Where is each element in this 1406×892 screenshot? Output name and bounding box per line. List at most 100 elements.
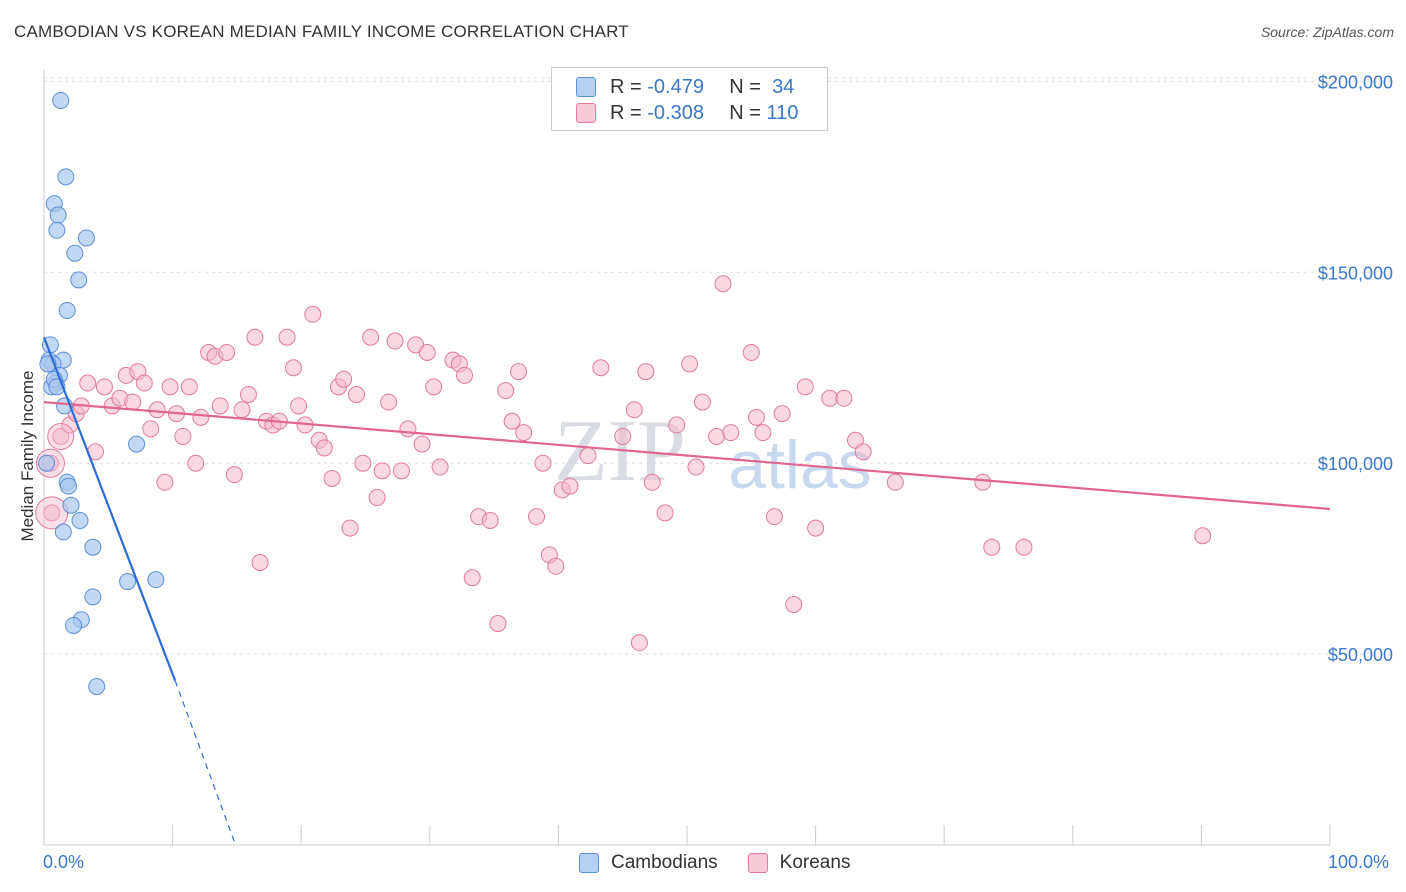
series-legend: Cambodians Koreans [579, 852, 880, 874]
korean-point [503, 412, 521, 430]
korean-point [148, 401, 166, 419]
korean-point [489, 615, 507, 633]
korean-point [399, 420, 417, 438]
chart-title: CAMBODIAN VS KOREAN MEDIAN FAMILY INCOME… [14, 22, 629, 41]
korean-swatch [576, 103, 596, 123]
legend-n-value: 110 [766, 101, 799, 124]
korean-point [278, 328, 296, 346]
korean-point [708, 427, 726, 445]
korean-point [747, 408, 765, 426]
korean-point [1194, 527, 1212, 545]
korean-point [347, 385, 365, 403]
y-tick-label: $200,000 [1318, 72, 1393, 92]
source-label: Source: ZipAtlas.com [1260, 24, 1394, 40]
korean-swatch [747, 853, 768, 873]
cambodian-swatch [579, 853, 599, 873]
korean-point [983, 538, 1001, 556]
korean-point [481, 511, 499, 529]
legend-r-value: -0.308 [647, 101, 704, 124]
korean-point [79, 374, 97, 392]
korean-point [161, 378, 179, 396]
korean-point [362, 328, 380, 346]
cambodian-point [49, 206, 67, 224]
cambodian-point [48, 221, 66, 239]
cambodian-point [59, 477, 77, 495]
korean-point [773, 405, 791, 423]
korean-trend-line [43, 401, 1331, 511]
cambodian-point [62, 496, 80, 514]
legend-n-value: 34 [772, 75, 795, 98]
legend-r-label: R = [610, 101, 642, 124]
korean-point [561, 477, 579, 495]
korean-point [393, 462, 411, 480]
legend-label-koreans: Koreans [779, 852, 851, 873]
cambodian-trend-line [42, 336, 177, 682]
korean-point [497, 382, 515, 400]
cambodian-swatch [576, 77, 596, 97]
korean-point [251, 553, 269, 571]
korean-point [528, 508, 546, 526]
trend-lines [42, 336, 1331, 846]
korean-point [246, 328, 264, 346]
korean-point [1015, 538, 1033, 556]
x-tick-max: 100.0% [1328, 852, 1390, 872]
korean-point [742, 343, 760, 361]
korean-point [431, 458, 449, 476]
korean-point [463, 569, 481, 587]
legend-item-koreans[interactable]: Koreans [747, 852, 851, 874]
korean-point [368, 489, 386, 507]
cambodian-point [71, 511, 89, 529]
korean-point [187, 454, 205, 472]
korean-point [668, 416, 686, 434]
korean-point [456, 366, 474, 384]
cambodian-point [66, 244, 84, 262]
korean-point [335, 370, 353, 388]
cambodian-point [38, 454, 56, 472]
cambodian-point [128, 435, 146, 453]
korean-point [225, 466, 243, 484]
legend-label-cambodians: Cambodians [611, 852, 718, 873]
korean-point [637, 363, 655, 381]
cambodian-trend-extension [174, 680, 237, 846]
cambodian-point [54, 523, 72, 541]
korean-point [614, 427, 632, 445]
cambodian-point [70, 271, 88, 289]
watermark: ZIP atlas [554, 403, 872, 503]
korean-point [354, 454, 372, 472]
legend-r-value: -0.479 [647, 75, 704, 98]
cambodian-point [84, 588, 102, 606]
gridlines [44, 77, 1392, 655]
legend-n-label: N = [729, 101, 761, 124]
y-tick-label: $50,000 [1328, 645, 1393, 665]
legend-row-cambodians: R = -0.479 N = 34 [576, 75, 794, 99]
korean-point [854, 443, 872, 461]
korean-point [886, 473, 904, 491]
korean-point [765, 508, 783, 526]
korean-point [290, 397, 308, 415]
y-tick-labels: $50,000 $100,000 $150,000 $200,000 [1318, 72, 1393, 665]
korean-point [180, 378, 198, 396]
y-axis-label: Median Family Income [18, 370, 37, 542]
korean-point [515, 424, 533, 442]
korean-point [722, 424, 740, 442]
korean-point [974, 473, 992, 491]
cambodian-point [77, 229, 95, 247]
korean-point [807, 519, 825, 537]
x-tick-min: 0.0% [43, 852, 85, 872]
korean-point [592, 359, 610, 377]
korean-point [341, 519, 359, 537]
korean-point [386, 332, 404, 350]
korean-point [211, 397, 229, 415]
legend-n-label: N = [729, 75, 761, 98]
korean-point [579, 447, 597, 465]
korean-point [510, 363, 528, 381]
legend-item-cambodians[interactable]: Cambodians [579, 852, 718, 874]
cambodian-point [57, 168, 75, 186]
legend-row-koreans: R = -0.308 N = 110 [576, 101, 798, 125]
korean-point [425, 378, 443, 396]
korean-point [413, 435, 431, 453]
korean-points [35, 275, 1212, 652]
korean-point [547, 557, 565, 575]
korean-point [687, 458, 705, 476]
